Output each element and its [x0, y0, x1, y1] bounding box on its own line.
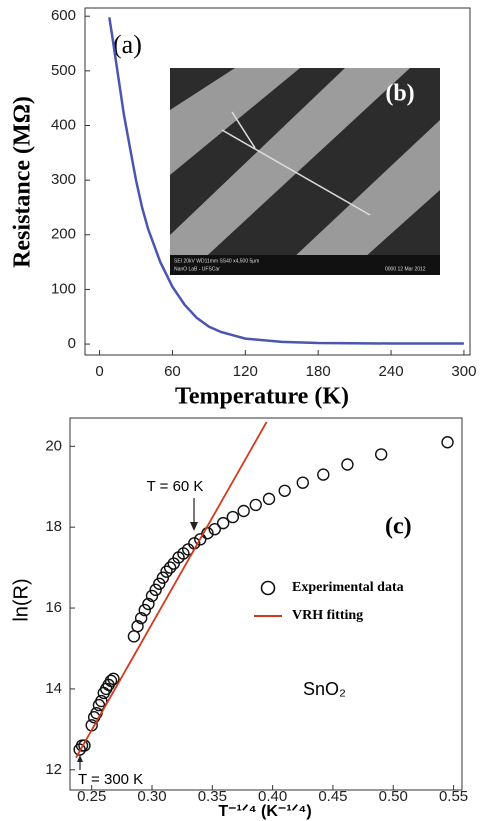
y-tick-label: 18	[45, 518, 62, 535]
inset-footer: SEI 20kV WD11mm SS40 x4,500 5μm	[174, 258, 259, 264]
y-axis-label: Resistance (MΩ)	[10, 96, 36, 268]
panel-label: (c)	[385, 514, 412, 540]
y-axis-label: ln(R)	[10, 578, 32, 621]
data-point	[264, 493, 275, 504]
y-tick-label: 400	[51, 116, 76, 133]
figure: (a) Temperature (K) Resistance (MΩ) (b) …	[0, 0, 481, 821]
legend-marker	[262, 582, 275, 595]
y-tick-label: 200	[51, 226, 76, 243]
x-tick-label: 180	[306, 363, 331, 380]
data-point	[279, 485, 290, 496]
x-tick-label: 0.25	[77, 788, 106, 805]
y-tick-label: 12	[45, 761, 62, 778]
data-point	[318, 469, 329, 480]
inset-footer: 0000 12 Mar 2012	[385, 266, 426, 272]
x-tick-label: 240	[379, 363, 404, 380]
x-tick-label: 0.40	[258, 788, 287, 805]
annotation: SnO₂	[303, 679, 346, 699]
data-point	[238, 506, 249, 517]
x-tick-label: 60	[164, 363, 181, 380]
legend-label: Experimental data	[292, 580, 404, 595]
data-point	[442, 437, 453, 448]
inset-footer: NanO LaB - UFSCar	[174, 266, 220, 272]
data-point	[342, 459, 353, 470]
data-point	[297, 477, 308, 488]
x-tick-label: 0.50	[379, 788, 408, 805]
data-point	[128, 631, 139, 642]
x-tick-label: 0.55	[439, 788, 468, 805]
plot-frame	[70, 418, 462, 790]
data-point	[218, 518, 229, 529]
x-tick-label: 0.30	[137, 788, 166, 805]
arrowhead	[190, 522, 198, 531]
y-tick-label: 16	[45, 599, 62, 616]
data-point	[376, 449, 387, 460]
annotation: T = 60 K	[147, 478, 204, 495]
x-tick-label: 0.35	[198, 788, 227, 805]
data-point	[101, 683, 112, 694]
data-point	[250, 499, 261, 510]
legend-label: VRH fitting	[292, 608, 363, 623]
panel-label: (a)	[113, 30, 142, 59]
annotation: T = 300 K	[78, 771, 143, 788]
x-axis-label: Temperature (K)	[175, 384, 349, 410]
x-tick-label: 0.45	[318, 788, 347, 805]
data-point	[227, 512, 238, 523]
y-tick-label: 100	[51, 280, 76, 297]
x-tick-label: 300	[451, 363, 476, 380]
fit-line	[76, 422, 267, 758]
x-axis-label: T⁻¹ᐟ⁴ (K⁻¹ᐟ⁴)	[218, 803, 311, 820]
x-tick-label: 0	[95, 363, 103, 380]
inset-label: (b)	[385, 81, 414, 107]
y-tick-label: 600	[51, 7, 76, 24]
x-tick-label: 120	[233, 363, 258, 380]
y-tick-label: 0	[68, 335, 76, 352]
y-tick-label: 300	[51, 171, 76, 188]
y-tick-label: 20	[45, 437, 62, 454]
y-tick-label: 500	[51, 62, 76, 79]
y-tick-label: 14	[45, 680, 62, 697]
